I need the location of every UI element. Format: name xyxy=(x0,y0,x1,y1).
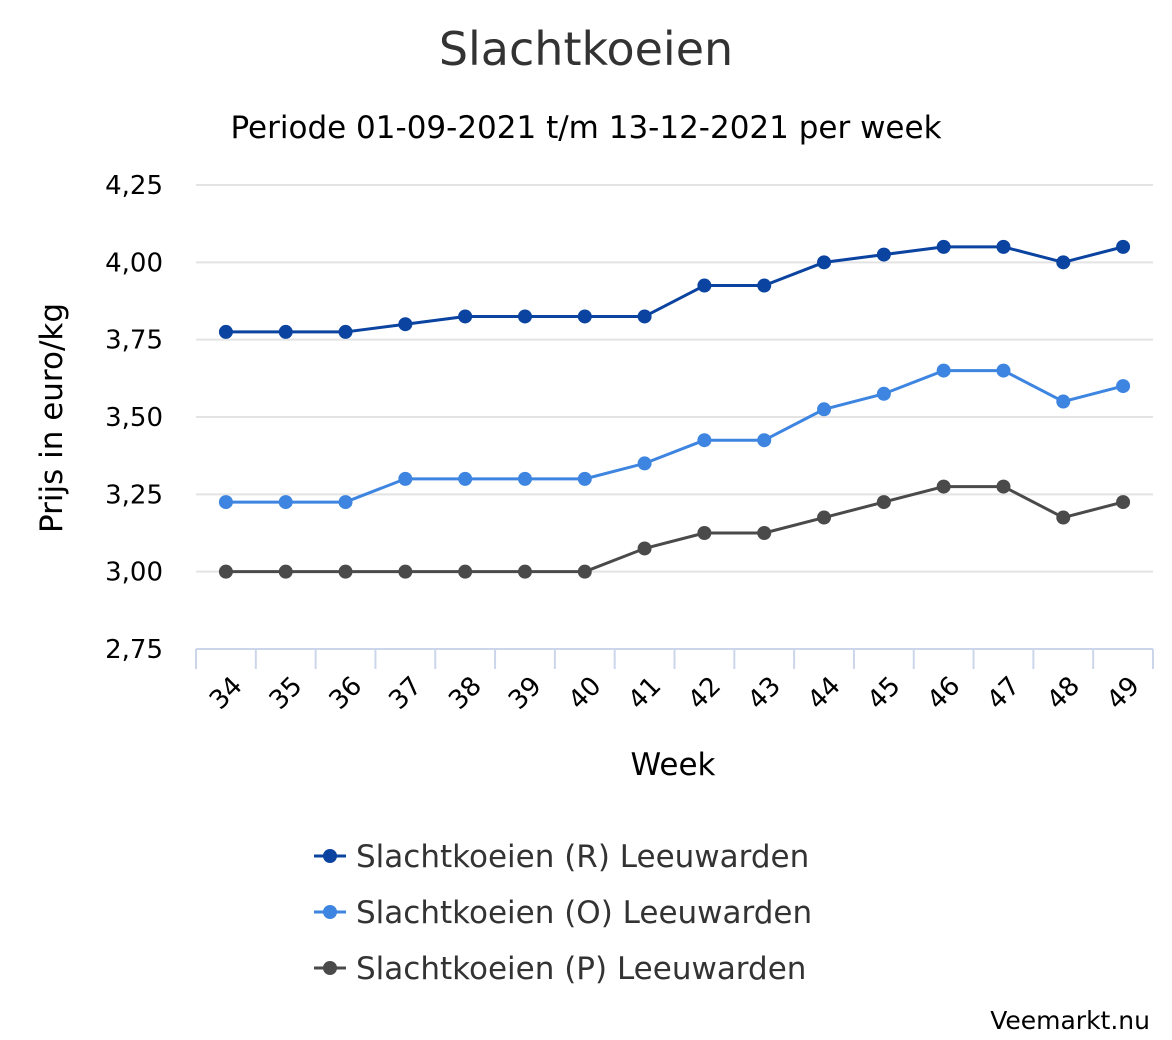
x-tick-label: 39 xyxy=(503,671,548,716)
data-point[interactable] xyxy=(637,456,652,471)
legend-marker xyxy=(323,905,337,919)
y-tick-label: 3,25 xyxy=(105,480,163,510)
y-tick-label: 2,75 xyxy=(105,635,163,665)
data-point[interactable] xyxy=(398,471,413,486)
data-point[interactable] xyxy=(338,495,353,510)
data-point[interactable] xyxy=(1116,379,1131,394)
x-tick-label: 46 xyxy=(922,671,967,716)
data-point[interactable] xyxy=(757,278,772,293)
data-point[interactable] xyxy=(637,541,652,556)
series-0 xyxy=(218,239,1131,339)
data-point[interactable] xyxy=(338,564,353,579)
data-point[interactable] xyxy=(697,278,712,293)
y-tick-label: 4,25 xyxy=(105,171,163,201)
data-point[interactable] xyxy=(1056,255,1071,270)
legend-item[interactable]: Slachtkoeien (O) Leeuwarden xyxy=(314,895,812,931)
data-point[interactable] xyxy=(458,471,473,486)
y-tick-label: 3,50 xyxy=(105,403,163,433)
chart-subtitle: Periode 01-09-2021 t/m 13-12-2021 per we… xyxy=(230,110,941,146)
data-point[interactable] xyxy=(936,363,951,378)
data-point[interactable] xyxy=(278,564,293,579)
legend-label: Slachtkoeien (P) Leeuwarden xyxy=(356,951,806,987)
x-tick-label: 43 xyxy=(742,671,787,716)
data-point[interactable] xyxy=(757,433,772,448)
data-point[interactable] xyxy=(697,526,712,540)
legend-marker xyxy=(323,961,337,975)
series-line xyxy=(225,485,1124,574)
x-tick-label: 35 xyxy=(264,671,309,716)
x-tick-label: 37 xyxy=(383,671,428,716)
y-tick-label: 3,00 xyxy=(105,558,163,588)
x-axis-ticks: 34 35 36 37 38 39 40 41 42 43 44 45 46 47 48 49 xyxy=(204,671,1146,716)
grid-lines xyxy=(196,184,1153,573)
data-point[interactable] xyxy=(996,479,1011,494)
data-point[interactable] xyxy=(817,510,832,525)
series-layer xyxy=(218,239,1131,579)
legend-label: Slachtkoeien (O) Leeuwarden xyxy=(356,895,812,931)
chart-title: Slachtkoeien xyxy=(439,22,733,76)
data-point[interactable] xyxy=(278,495,293,510)
data-point[interactable] xyxy=(697,433,712,448)
x-tick-label: 36 xyxy=(324,671,369,716)
data-point[interactable] xyxy=(577,471,592,486)
data-point[interactable] xyxy=(458,309,473,324)
legend: Slachtkoeien (R) Leeuwarden Slachtkoeien … xyxy=(314,839,812,987)
series-1 xyxy=(218,363,1131,510)
legend-label: Slachtkoeien (R) Leeuwarden xyxy=(356,839,809,875)
x-tick-label: 41 xyxy=(623,671,668,716)
x-axis-label: Week xyxy=(631,747,716,783)
x-tick-label: 48 xyxy=(1041,671,1086,716)
data-point[interactable] xyxy=(398,564,413,579)
data-point[interactable] xyxy=(517,309,532,324)
x-tick-label: 38 xyxy=(443,671,488,716)
data-point[interactable] xyxy=(577,564,592,579)
data-point[interactable] xyxy=(637,309,652,324)
x-axis xyxy=(195,648,1154,669)
data-point[interactable] xyxy=(218,495,233,510)
data-point[interactable] xyxy=(1116,495,1131,510)
x-tick-label: 45 xyxy=(862,671,907,716)
data-point[interactable] xyxy=(577,309,592,324)
x-tick-label: 42 xyxy=(682,671,727,716)
series-line xyxy=(225,245,1124,334)
data-point[interactable] xyxy=(218,564,233,579)
series-2 xyxy=(218,479,1131,579)
data-point[interactable] xyxy=(817,402,832,417)
data-point[interactable] xyxy=(218,324,233,339)
data-point[interactable] xyxy=(278,324,293,339)
data-point[interactable] xyxy=(876,247,891,262)
y-axis-label: Prijs in euro/kg xyxy=(34,303,70,533)
y-tick-label: 4,00 xyxy=(105,248,163,278)
data-point[interactable] xyxy=(338,324,353,339)
data-point[interactable] xyxy=(1056,394,1071,409)
legend-marker xyxy=(323,849,337,863)
x-tick-label: 49 xyxy=(1101,671,1146,716)
data-point[interactable] xyxy=(996,363,1011,378)
y-tick-label: 3,75 xyxy=(105,326,163,356)
legend-item[interactable]: Slachtkoeien (P) Leeuwarden xyxy=(314,951,806,987)
series-line xyxy=(225,369,1124,504)
x-tick-label: 34 xyxy=(204,671,249,716)
data-point[interactable] xyxy=(757,526,772,540)
data-point[interactable] xyxy=(936,479,951,494)
x-tick-label: 40 xyxy=(563,671,608,716)
data-point[interactable] xyxy=(1116,239,1131,254)
credit-text: Veemarkt.nu xyxy=(990,1006,1150,1035)
data-point[interactable] xyxy=(936,239,951,254)
data-point[interactable] xyxy=(876,495,891,510)
data-point[interactable] xyxy=(398,317,413,332)
data-point[interactable] xyxy=(876,386,891,401)
x-tick-label: 44 xyxy=(802,671,847,716)
data-point[interactable] xyxy=(458,564,473,579)
x-tick-label: 47 xyxy=(982,671,1027,716)
data-point[interactable] xyxy=(517,471,532,486)
y-axis-ticks: 2,75 3,00 3,25 3,50 3,75 4,00 4,25 xyxy=(105,171,163,665)
legend-item[interactable]: Slachtkoeien (R) Leeuwarden xyxy=(314,839,809,875)
data-point[interactable] xyxy=(817,255,832,270)
data-point[interactable] xyxy=(1056,510,1071,525)
data-point[interactable] xyxy=(996,239,1011,254)
data-point[interactable] xyxy=(517,564,532,579)
